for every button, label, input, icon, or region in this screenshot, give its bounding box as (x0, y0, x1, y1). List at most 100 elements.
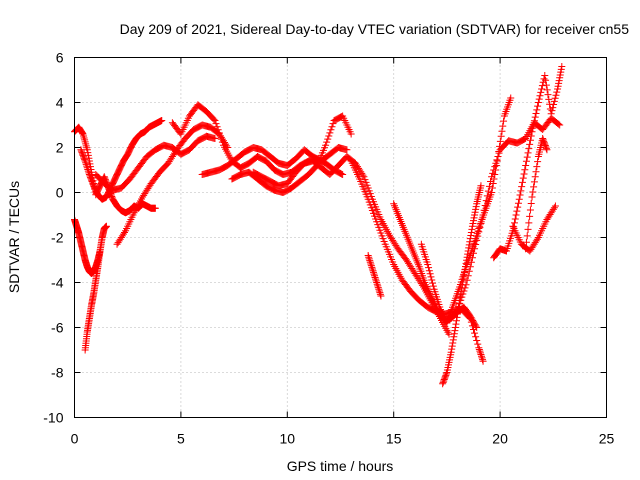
data-point (466, 235, 474, 243)
data-point (464, 247, 472, 255)
data-point (78, 128, 86, 136)
data-point (426, 270, 434, 278)
data-point (533, 235, 541, 243)
y-tick-label: 0 (56, 185, 64, 201)
data-point (427, 273, 435, 281)
data-point (82, 159, 90, 167)
data-point (365, 255, 373, 263)
data-point (450, 333, 458, 341)
data-point (459, 275, 467, 283)
data-point (426, 289, 434, 297)
data-point (481, 201, 489, 209)
data-point (431, 301, 439, 309)
series-arc1 (71, 123, 159, 217)
data-point (426, 291, 434, 299)
data-point (374, 284, 382, 292)
data-point (477, 219, 485, 227)
data-point (121, 228, 129, 236)
data-point (533, 163, 541, 171)
data-point (422, 282, 430, 290)
data-point (480, 206, 488, 214)
data-point (347, 130, 355, 138)
data-point (477, 352, 485, 360)
data-point (535, 95, 543, 103)
data-point (489, 169, 497, 177)
data-point (422, 281, 430, 289)
data-point (536, 92, 544, 100)
data-point (528, 193, 536, 201)
data-point (524, 149, 532, 157)
data-point (465, 267, 473, 275)
data-point (211, 117, 219, 124)
data-point (477, 182, 485, 190)
data-point (338, 170, 346, 178)
data-point (215, 129, 223, 137)
data-point (537, 88, 545, 96)
series-arc8 (198, 144, 351, 178)
data-point (429, 282, 437, 290)
data-point (526, 212, 534, 220)
data-point (460, 287, 468, 295)
data-point (523, 232, 531, 240)
data-point (374, 282, 382, 290)
data-points (71, 63, 566, 388)
data-point (461, 266, 469, 274)
data-point (425, 288, 433, 295)
data-point (530, 178, 538, 186)
y-tick-label: 4 (56, 95, 64, 111)
data-point (471, 329, 479, 337)
data-point (550, 97, 558, 105)
data-point (549, 104, 557, 112)
data-point (518, 183, 526, 191)
data-point (85, 169, 93, 177)
data-point (530, 117, 538, 125)
data-point (81, 157, 89, 165)
x-tick-label: 25 (599, 431, 615, 447)
data-point (211, 135, 219, 142)
data-point (477, 351, 485, 358)
data-point (488, 189, 496, 196)
data-point (454, 306, 462, 313)
data-point (524, 225, 532, 233)
data-point (490, 166, 498, 174)
data-point (460, 269, 468, 277)
data-point (534, 102, 542, 110)
data-point (425, 267, 433, 275)
data-point (547, 110, 555, 118)
data-point (465, 241, 473, 249)
data-point (450, 330, 458, 338)
data-point (367, 262, 375, 270)
data-point (478, 354, 486, 362)
data-point (533, 106, 541, 114)
data-point (485, 182, 493, 190)
data-point (517, 187, 525, 195)
data-point (531, 173, 539, 181)
grid-lines (74, 57, 607, 418)
data-point (372, 275, 380, 283)
data-point (429, 279, 437, 287)
data-point (343, 146, 351, 154)
data-point (550, 204, 558, 212)
series-arc12 (364, 252, 385, 300)
plot-frame (74, 57, 607, 418)
data-point (370, 270, 378, 278)
data-point (462, 259, 470, 267)
data-point (359, 171, 367, 179)
data-point (521, 166, 529, 174)
data-point (366, 258, 374, 266)
data-point (210, 115, 218, 123)
data-point (474, 232, 482, 240)
data-point (472, 333, 480, 341)
data-point (468, 254, 476, 262)
data-point (488, 184, 496, 192)
data-point (493, 156, 501, 164)
series-arc19 (522, 135, 551, 253)
data-point (487, 178, 495, 186)
data-point (466, 263, 474, 271)
data-point (473, 336, 481, 344)
data-point (472, 241, 480, 249)
data-point (83, 164, 91, 172)
data-point (530, 120, 538, 128)
data-point (467, 232, 475, 240)
